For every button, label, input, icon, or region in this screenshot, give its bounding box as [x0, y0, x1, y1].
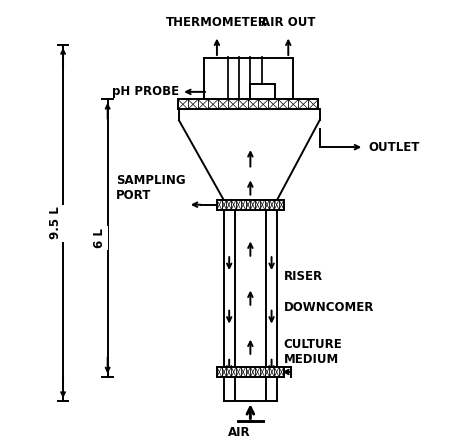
Bar [250, 84, 275, 99]
Text: SAMPLING
PORT: SAMPLING PORT [116, 174, 186, 202]
Bar [178, 99, 319, 109]
Bar [217, 200, 284, 210]
Text: DOWNCOMER: DOWNCOMER [284, 301, 374, 314]
Text: RISER: RISER [284, 270, 323, 283]
Text: AIR: AIR [228, 426, 251, 439]
Text: 6 L: 6 L [93, 228, 106, 248]
Text: 9.5 L: 9.5 L [48, 206, 62, 240]
Text: AIR OUT: AIR OUT [261, 16, 316, 29]
Text: THERMOMETER: THERMOMETER [166, 16, 268, 29]
Text: OUTLET: OUTLET [369, 140, 420, 154]
Bar [217, 367, 284, 377]
Text: CULTURE
MEDIUM: CULTURE MEDIUM [284, 339, 343, 366]
Text: pH PROBE: pH PROBE [112, 85, 179, 99]
